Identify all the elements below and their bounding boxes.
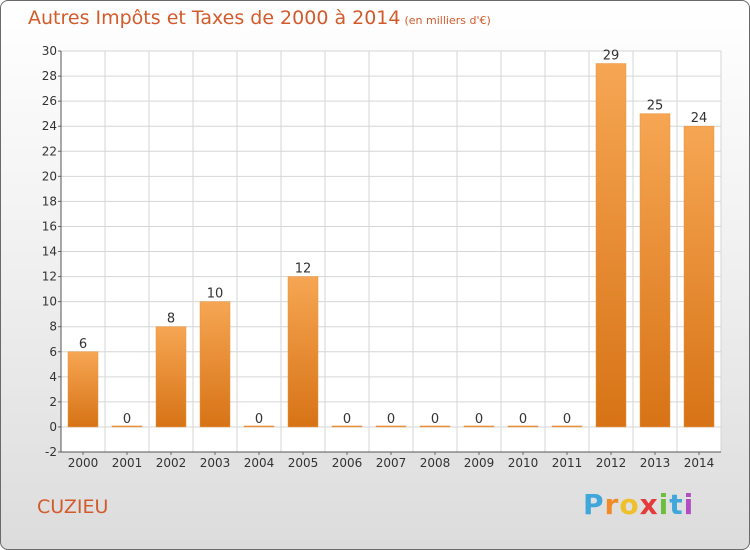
bar-value-label: 8 [167, 312, 175, 327]
bar [639, 113, 671, 428]
bar [111, 425, 143, 428]
y-tick-label: 12 [42, 270, 57, 284]
x-tick-label: 2006 [332, 456, 363, 470]
bar [199, 301, 231, 428]
bar [419, 425, 451, 428]
y-tick-label: 4 [49, 370, 57, 384]
x-tick-label: 2009 [464, 456, 495, 470]
x-tick-label: 2014 [684, 456, 715, 470]
x-tick-label: 2012 [596, 456, 627, 470]
x-tick-label: 2003 [200, 456, 231, 470]
logo-letter: P [583, 488, 605, 521]
x-tick-label: 2013 [640, 456, 671, 470]
bar [67, 351, 99, 428]
logo-letter: t [669, 488, 684, 521]
bar-value-label: 0 [475, 412, 483, 427]
bar [463, 425, 495, 428]
y-tick-label: 10 [42, 295, 57, 309]
y-tick-label: 0 [49, 420, 57, 434]
y-tick-label: 18 [42, 194, 57, 208]
bar [375, 425, 407, 428]
chart-subtitle: (en milliers d'€) [404, 14, 491, 27]
bar-value-label: 10 [207, 287, 224, 302]
bar [683, 125, 715, 428]
y-tick-label: 14 [42, 245, 57, 259]
y-tick-label: 6 [49, 345, 57, 359]
bar-value-label: 0 [431, 412, 439, 427]
bar [243, 425, 275, 428]
bar [595, 63, 627, 428]
y-tick-label: 16 [42, 219, 57, 233]
logo-letter: r [604, 488, 620, 521]
y-tick-label: 22 [42, 144, 57, 158]
x-tick-label: 2011 [552, 456, 583, 470]
y-tick-label: 28 [42, 69, 57, 83]
y-tick-label: 8 [49, 320, 57, 334]
y-tick-label: 24 [42, 119, 57, 133]
bar-value-label: 12 [295, 262, 312, 277]
bar-value-label: 0 [343, 412, 351, 427]
bar-value-label: 0 [123, 412, 131, 427]
y-tick-label: 30 [42, 44, 57, 58]
bar-value-label: 24 [691, 111, 708, 126]
location-label: CUZIEU [37, 496, 109, 518]
x-tick-label: 2002 [156, 456, 187, 470]
y-tick-label: 2 [49, 395, 57, 409]
bar-value-label: 0 [387, 412, 395, 427]
bar [155, 326, 187, 428]
bar-value-label: 0 [255, 412, 263, 427]
bar-value-label: 6 [79, 337, 87, 352]
x-tick-label: 2007 [376, 456, 407, 470]
bar [287, 276, 319, 428]
logo-letter: o [619, 488, 640, 521]
y-tick-label: 20 [42, 169, 57, 183]
y-tick-label: 26 [42, 94, 57, 108]
proxiti-logo: Proxiti [583, 488, 694, 521]
bar [331, 425, 363, 428]
x-tick-label: 2008 [420, 456, 451, 470]
logo-letter: x [639, 488, 659, 521]
bar [551, 425, 583, 428]
y-tick-label: -2 [45, 445, 57, 459]
bar-value-label: 0 [563, 412, 571, 427]
bar-value-label: 25 [647, 99, 664, 114]
chart-title: Autres Impôts et Taxes de 2000 à 2014 (en… [28, 7, 491, 29]
logo-letter: i [683, 488, 695, 521]
x-tick-label: 2004 [244, 456, 275, 470]
x-tick-label: 2000 [68, 456, 99, 470]
x-tick-label: 2001 [112, 456, 143, 470]
bar-value-label: 29 [603, 49, 620, 64]
bar [507, 425, 539, 428]
bar-value-label: 0 [519, 412, 527, 427]
logo-letter: i [658, 488, 670, 521]
x-tick-label: 2010 [508, 456, 539, 470]
x-tick-label: 2005 [288, 456, 319, 470]
